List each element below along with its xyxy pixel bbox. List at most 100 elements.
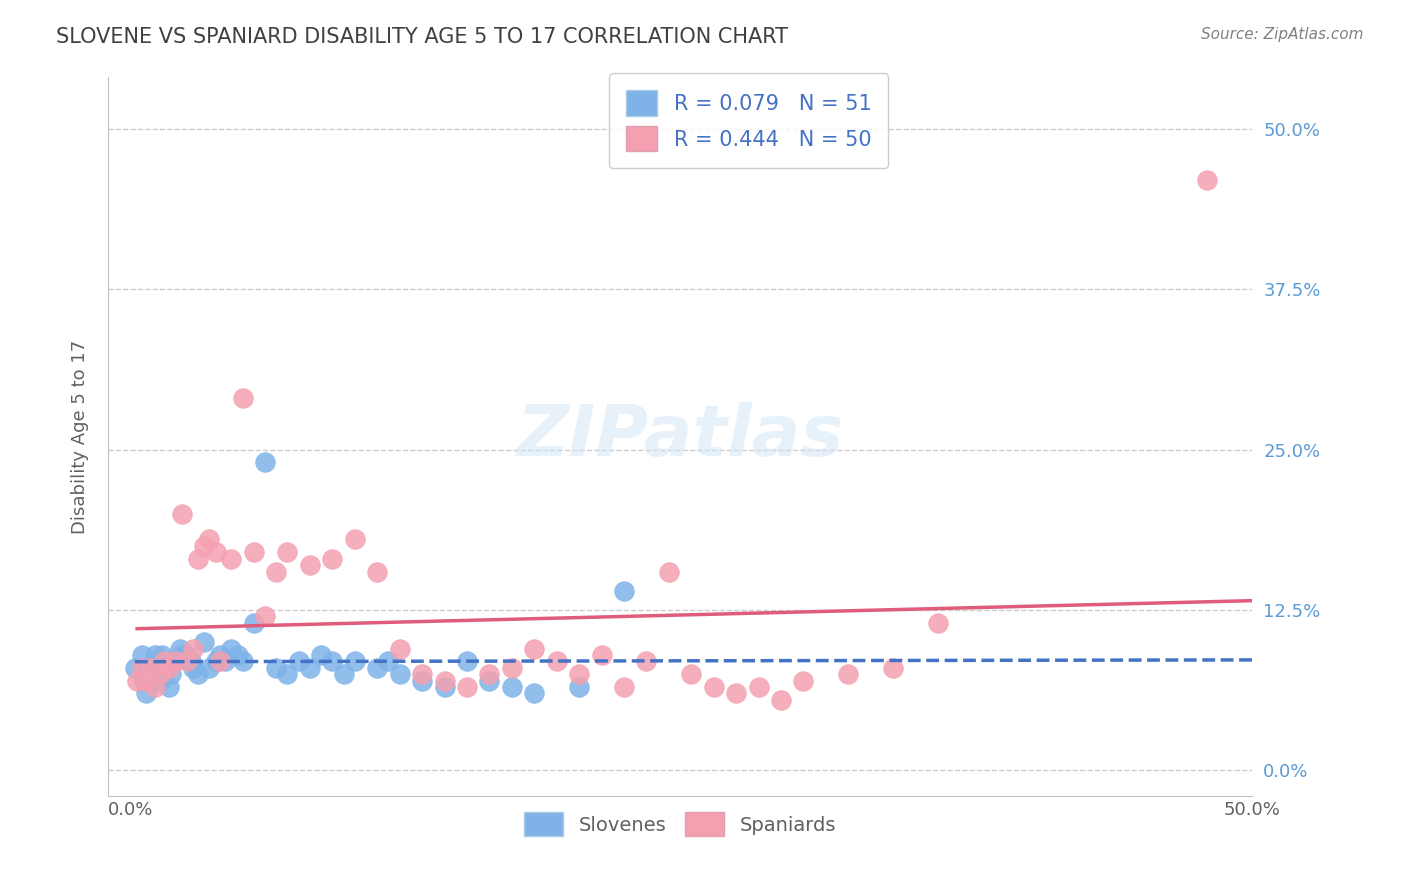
- Point: [321, 551, 343, 566]
- Point: [377, 654, 399, 668]
- Point: [703, 680, 725, 694]
- Point: [411, 667, 433, 681]
- Point: [187, 667, 209, 681]
- Point: [411, 673, 433, 688]
- Point: [146, 661, 169, 675]
- Point: [298, 661, 321, 675]
- Point: [165, 654, 187, 668]
- Point: [169, 641, 191, 656]
- Point: [276, 545, 298, 559]
- Point: [501, 680, 523, 694]
- Point: [209, 648, 232, 662]
- Point: [153, 654, 176, 668]
- Point: [478, 667, 501, 681]
- Point: [636, 654, 658, 668]
- Point: [150, 648, 173, 662]
- Point: [170, 648, 193, 662]
- Point: [456, 654, 478, 668]
- Point: [433, 673, 456, 688]
- Point: [568, 667, 591, 681]
- Point: [226, 648, 249, 662]
- Point: [276, 667, 298, 681]
- Point: [388, 641, 411, 656]
- Point: [153, 661, 176, 675]
- Point: [176, 654, 198, 668]
- Point: [149, 667, 172, 681]
- Point: [264, 565, 287, 579]
- Point: [613, 583, 636, 598]
- Point: [254, 609, 277, 624]
- Point: [770, 693, 793, 707]
- Point: [131, 661, 153, 675]
- Point: [124, 661, 146, 675]
- Point: [221, 551, 243, 566]
- Point: [523, 686, 546, 700]
- Point: [221, 641, 243, 656]
- Point: [837, 667, 859, 681]
- Point: [139, 661, 162, 675]
- Point: [725, 686, 748, 700]
- Point: [568, 680, 591, 694]
- Point: [254, 455, 277, 469]
- Point: [176, 648, 198, 662]
- Point: [232, 654, 254, 668]
- Point: [309, 648, 332, 662]
- Point: [1197, 173, 1219, 187]
- Point: [366, 661, 388, 675]
- Point: [193, 539, 215, 553]
- Point: [204, 545, 226, 559]
- Point: [170, 507, 193, 521]
- Point: [143, 680, 166, 694]
- Point: [181, 661, 204, 675]
- Point: [298, 558, 321, 573]
- Point: [332, 667, 354, 681]
- Y-axis label: Disability Age 5 to 17: Disability Age 5 to 17: [72, 340, 89, 534]
- Point: [159, 667, 181, 681]
- Point: [501, 661, 523, 675]
- Point: [135, 686, 157, 700]
- Point: [792, 673, 814, 688]
- Point: [882, 661, 904, 675]
- Legend: Slovenes, Spaniards: Slovenes, Spaniards: [516, 805, 844, 844]
- Text: Source: ZipAtlas.com: Source: ZipAtlas.com: [1201, 27, 1364, 42]
- Point: [187, 551, 209, 566]
- Point: [243, 545, 266, 559]
- Point: [149, 673, 172, 688]
- Point: [433, 680, 456, 694]
- Point: [232, 391, 254, 405]
- Point: [243, 615, 266, 630]
- Text: ZIPatlas: ZIPatlas: [516, 402, 844, 471]
- Point: [132, 673, 155, 688]
- Point: [198, 533, 221, 547]
- Point: [523, 641, 546, 656]
- Point: [127, 673, 149, 688]
- Point: [591, 648, 613, 662]
- Point: [321, 654, 343, 668]
- Point: [198, 661, 221, 675]
- Point: [155, 661, 177, 675]
- Point: [366, 565, 388, 579]
- Point: [613, 680, 636, 694]
- Point: [204, 654, 226, 668]
- Point: [138, 661, 160, 675]
- Point: [478, 673, 501, 688]
- Point: [193, 635, 215, 649]
- Point: [157, 661, 180, 675]
- Point: [343, 533, 366, 547]
- Point: [681, 667, 703, 681]
- Point: [181, 641, 204, 656]
- Point: [546, 654, 568, 668]
- Point: [748, 680, 770, 694]
- Point: [143, 648, 166, 662]
- Text: SLOVENE VS SPANIARD DISABILITY AGE 5 TO 17 CORRELATION CHART: SLOVENE VS SPANIARD DISABILITY AGE 5 TO …: [56, 27, 789, 46]
- Point: [157, 680, 180, 694]
- Point: [180, 654, 202, 668]
- Point: [343, 654, 366, 668]
- Point: [658, 565, 681, 579]
- Point: [927, 615, 949, 630]
- Point: [131, 648, 153, 662]
- Point: [264, 661, 287, 675]
- Point: [209, 654, 232, 668]
- Point: [287, 654, 309, 668]
- Point: [139, 673, 162, 688]
